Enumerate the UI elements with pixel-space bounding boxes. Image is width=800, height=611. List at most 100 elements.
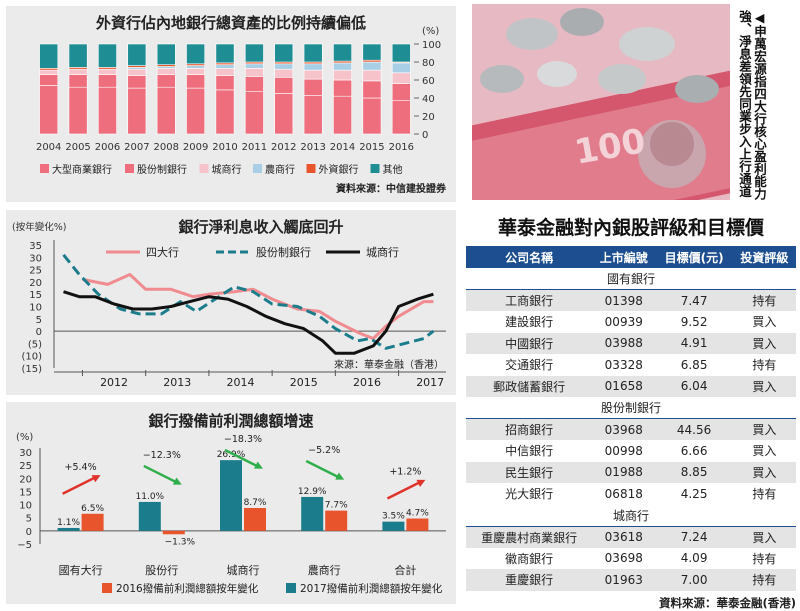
bar-segment [362, 97, 382, 135]
bar-segment [215, 75, 235, 91]
table-cell: 持有 [732, 569, 796, 591]
table-cell: 買入 [732, 418, 796, 440]
profit-growth-chart-panel: 銀行撥備前利潤總額增速 (%) 30 25 20 15 10 5 0 −5 1.1% 6.5% +5.… [6, 402, 456, 604]
bar-segment [333, 79, 352, 97]
table-cell: 8.85 [655, 461, 733, 483]
table-cell: 7.00 [655, 569, 733, 591]
x-tick-label: 2004 [36, 142, 61, 153]
asset-share-chart: 100 80 60 40 20 0 (%) 2004 2005 2006 2007 2008 2009 2… [36, 26, 447, 195]
bar-segment [303, 63, 323, 71]
y-tick-label: 60 [422, 76, 435, 87]
table-cell: 4.91 [655, 332, 733, 354]
bar-2017 [220, 460, 242, 531]
table-cell: 01658 [592, 375, 656, 397]
y-tick-label: 15 [19, 487, 32, 498]
table-row: 民生銀行 01988 8.85 買入 [466, 461, 796, 483]
table-cell: 民生銀行 [466, 461, 593, 483]
column-header: 目標價(元) [655, 246, 733, 268]
bar-2016 [162, 530, 185, 535]
legend-label: 2017撥備前利潤總額按年變化 [300, 582, 443, 595]
bar-segment [98, 74, 117, 88]
legend-swatch [199, 164, 209, 173]
bar-segment [98, 43, 117, 68]
bar-2016 [81, 513, 104, 531]
bar-segment [186, 74, 206, 89]
x-tick-label: 合計 [394, 563, 416, 577]
change-arrow-head [254, 461, 263, 469]
bar-segment [244, 67, 264, 77]
series-line-2 [62, 253, 435, 350]
y-tick-label: 35 [29, 241, 42, 252]
rating-table: 公司名稱 上市編號 目標價(元) 投資評級 國有銀行 工商銀行 01398 7.47 持有 建設… [466, 246, 796, 591]
table-cell: 光大銀行 [505, 487, 554, 502]
table-cell: 03988 [592, 332, 656, 354]
change-label: +1.2% [389, 467, 421, 478]
bar-segment [39, 74, 59, 86]
table-cell: 中國銀行 [466, 332, 593, 354]
value-label-2017: 1.1% [57, 518, 80, 528]
table-row: 建設銀行 00939 9.52 買入 [466, 311, 796, 333]
bar-segment [391, 43, 411, 63]
table-cell: 6.04 [655, 375, 733, 397]
bar-segment [362, 69, 382, 82]
y-tick-label: 15 [29, 290, 42, 301]
y-tick-label: (5) [28, 339, 42, 350]
y-tick-label: 25 [29, 266, 42, 277]
change-arrow-head [335, 472, 345, 480]
bar-segment [215, 43, 235, 64]
table-cell: 7.24 [655, 526, 733, 548]
y-tick-label: 30 [29, 253, 42, 264]
section-row: 城商行 [466, 504, 796, 527]
x-tick-label: 股份行 [145, 564, 178, 577]
x-tick-label: 2017 [416, 376, 444, 389]
rating-table-panel: 華泰金融對內銀股評級和目標價 公司名稱 上市編號 目標價(元) 投資評級 國有銀行 工商… [466, 210, 796, 611]
table-cell: 買入 [732, 526, 796, 548]
y-unit-label: (%) [16, 432, 33, 443]
y-tick-label: 25 [19, 461, 32, 472]
value-label-2016: 7.7% [325, 501, 348, 511]
bar-segment [333, 43, 352, 62]
bar-segment [186, 87, 206, 135]
value-label-2016: 4.7% [406, 509, 429, 519]
table-cell: 持有 [732, 289, 796, 311]
bar-segment [127, 43, 147, 66]
bar-segment [274, 93, 294, 135]
table-cell: 6.85 [680, 357, 708, 372]
change-label: −18.3% [224, 434, 262, 445]
x-tick-label: 2015 [359, 142, 384, 153]
x-tick-label: 2009 [183, 142, 208, 153]
table-cell: 01988 [592, 461, 656, 483]
bar-2017 [138, 501, 161, 531]
change-label: +5.4% [65, 462, 97, 473]
banknote-coins-illustration: 100 [472, 4, 730, 200]
y-unit-label: (%) [422, 26, 439, 37]
value-label-2016: 6.5% [81, 504, 104, 514]
bar-segment [215, 64, 235, 69]
bar-segment [68, 74, 88, 88]
x-tick-label: 2013 [300, 142, 325, 153]
legend-swatch [125, 164, 134, 173]
section-row: 股份制銀行 [466, 397, 796, 419]
chart1-title: 外資行佔內地銀行總資產的比例持續偏低 [95, 14, 366, 32]
bar-segment [39, 85, 59, 135]
y-tick-label: 10 [29, 303, 42, 314]
bar-segment [303, 78, 323, 96]
table-row: 中信銀行 00998 6.66 買入 [466, 440, 796, 462]
table-cell: 買入 [752, 315, 777, 330]
y-tick-label: 20 [19, 474, 32, 485]
bar-2017 [382, 521, 405, 531]
x-tick-label: 城商行 [227, 563, 260, 577]
chart3-title: 銀行撥備前利潤總額增速 [148, 412, 314, 430]
bar-segment [391, 83, 411, 101]
value-label-2017: 3.5% [382, 512, 405, 522]
x-tick-label: 國有大行 [59, 563, 103, 577]
table-cell: 4.09 [680, 551, 708, 566]
bar-segment [98, 86, 117, 135]
legend-label: 城商行 [366, 245, 399, 259]
section-label: 國有銀行 [466, 268, 796, 290]
table-title: 華泰金融對內銀股評級和目標價 [497, 217, 764, 239]
bar-2017 [57, 527, 80, 531]
value-label-2017: 11.0% [136, 492, 165, 502]
x-tick-label: 2015 [290, 376, 318, 389]
legend-label: 外資銀行 [319, 163, 359, 176]
